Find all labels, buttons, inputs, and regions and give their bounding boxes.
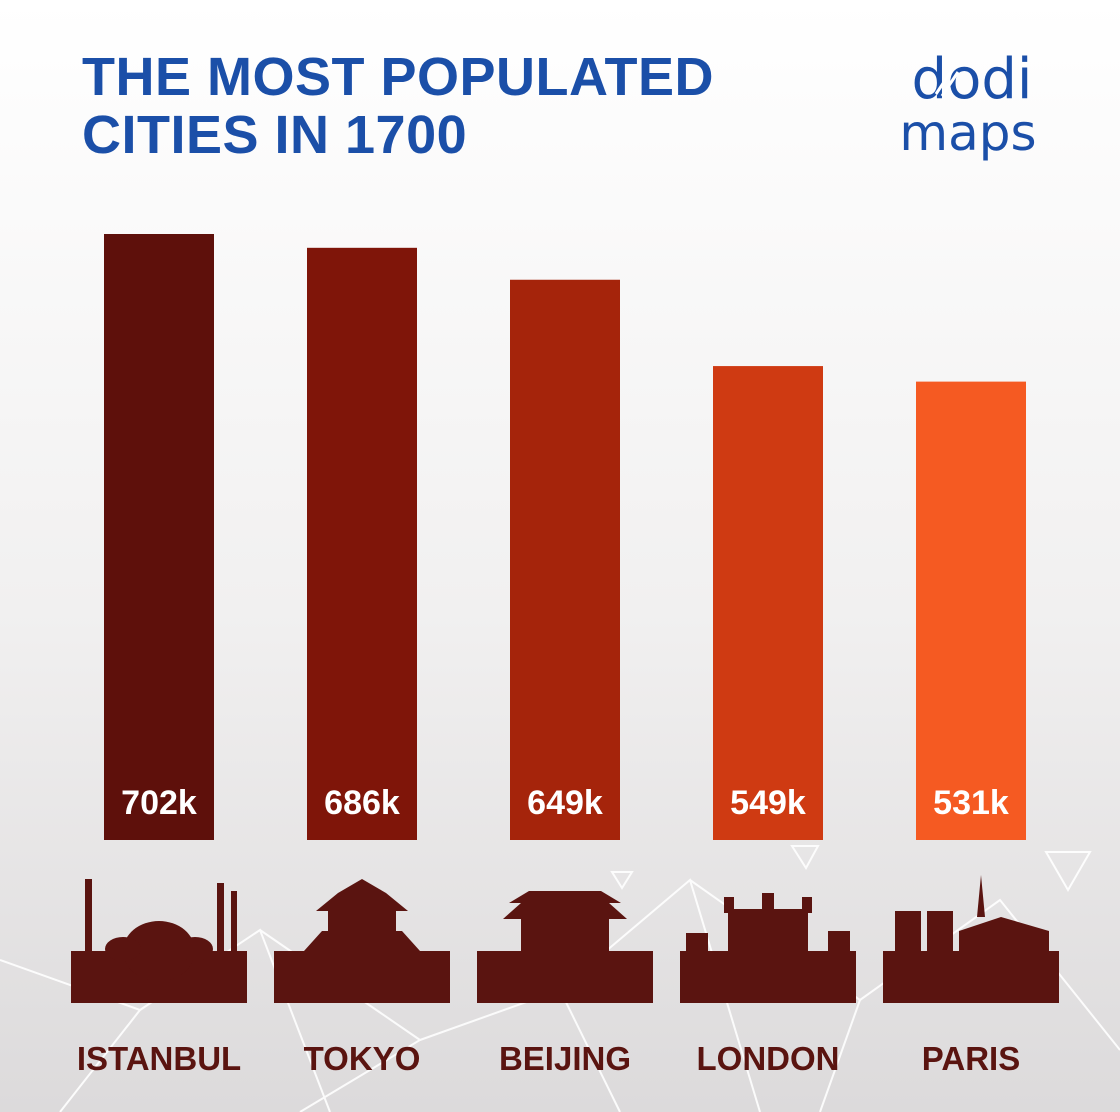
dodi-maps-logo: dodi maps [899,48,1036,162]
bar-value-label-london: 549k [730,784,806,822]
bar-value-label-paris: 531k [933,784,1009,822]
bar-london [713,366,823,840]
logo-stripe-mark [934,69,960,97]
landmark-silhouette-london [680,893,856,1003]
chart-title-line1: THE MOST POPULATED [82,47,715,107]
landmark-silhouette-beijing [477,891,653,1003]
bar-value-label-istanbul: 702k [121,784,197,822]
bar-value-label-tokyo: 686k [324,784,400,822]
bar-value-label-beijing: 649k [527,784,603,822]
city-label-tokyo: TOKYO [304,1040,421,1077]
city-labels: ISTANBUL TOKYO BEIJING LONDON PARIS [77,1040,1020,1077]
city-label-istanbul: ISTANBUL [77,1040,241,1077]
bar-value-labels: 702k 686k 649k 549k 531k [121,784,1009,822]
landmark-silhouette-istanbul [71,879,247,1003]
city-label-beijing: BEIJING [499,1040,631,1077]
landmark-silhouette-tokyo [274,879,450,1003]
chart-title-line2: CITIES IN 1700 [82,105,468,165]
logo-line2: maps [899,104,1036,162]
city-label-paris: PARIS [922,1040,1020,1077]
chart-title: THE MOST POPULATED CITIES IN 1700 [82,48,714,164]
city-label-london: LONDON [697,1040,840,1077]
bars-group [104,234,1026,841]
bar-istanbul [104,234,214,840]
bar-tokyo [307,247,417,841]
bar-paris [916,381,1026,840]
city-silhouettes [71,875,1059,1003]
logo-line1: dodi [912,48,1033,112]
bar-beijing [510,279,620,840]
landmark-silhouette-paris [883,875,1059,1003]
